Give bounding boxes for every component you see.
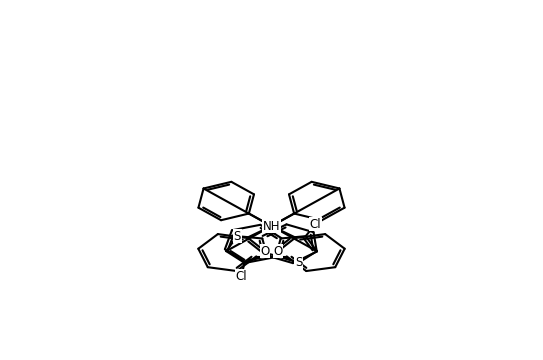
Text: Cl: Cl [310,218,321,231]
Text: S: S [233,230,241,243]
Text: O: O [273,245,282,258]
Text: NH: NH [263,220,280,233]
Text: O: O [261,245,270,258]
Text: NH: NH [263,220,280,233]
Text: S: S [295,256,302,269]
Text: Cl: Cl [236,270,248,283]
